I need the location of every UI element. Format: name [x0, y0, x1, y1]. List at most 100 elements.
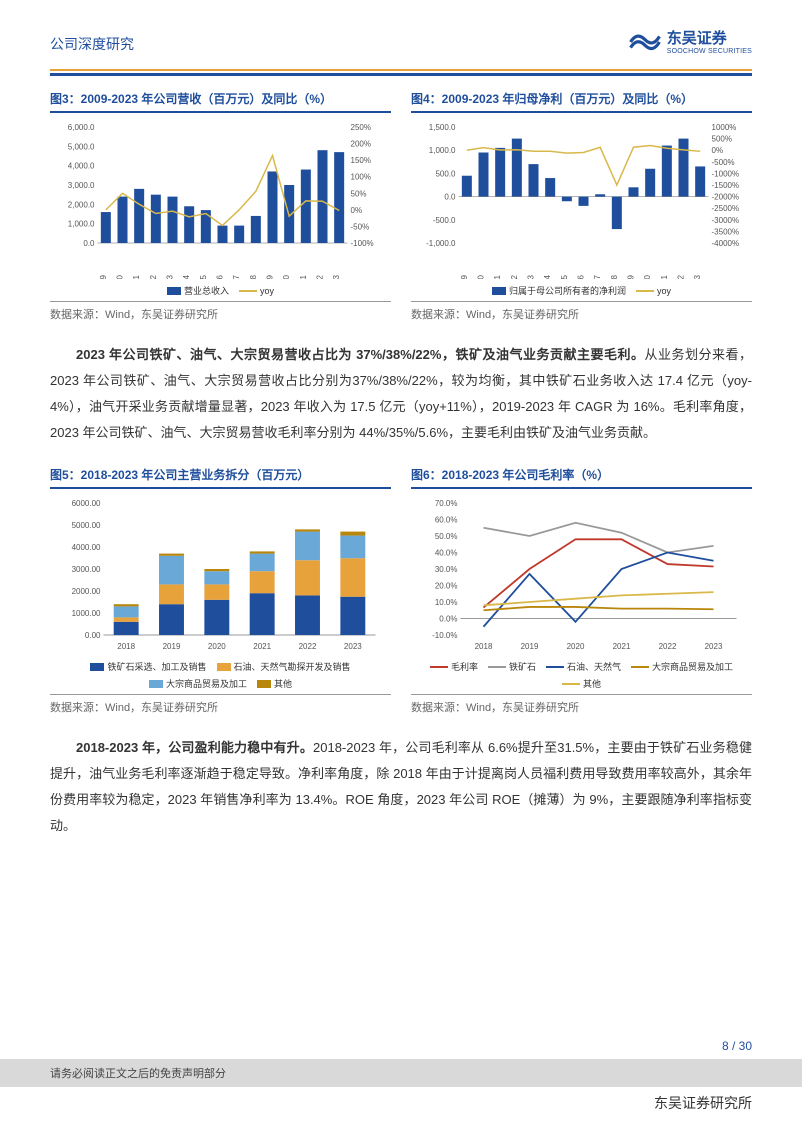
- svg-text:2013: 2013: [166, 274, 175, 279]
- svg-text:2017: 2017: [593, 274, 602, 279]
- svg-text:2011: 2011: [132, 274, 141, 279]
- svg-text:2000.00: 2000.00: [72, 587, 101, 596]
- svg-text:60.0%: 60.0%: [435, 516, 458, 525]
- legend-item: 其他: [562, 677, 601, 690]
- svg-text:0.00: 0.00: [85, 631, 101, 640]
- svg-text:2020: 2020: [643, 274, 652, 279]
- svg-text:1,000.0: 1,000.0: [68, 220, 95, 229]
- svg-text:2019: 2019: [163, 642, 181, 651]
- svg-text:2,000.0: 2,000.0: [68, 200, 95, 209]
- divider-blue: [50, 73, 752, 76]
- svg-text:-4000%: -4000%: [712, 239, 740, 248]
- page-footer: 8 / 30 请务必阅读正文之后的免责声明部分 东吴证券研究所: [0, 1039, 802, 1133]
- svg-text:2016: 2016: [577, 274, 586, 279]
- svg-text:-100%: -100%: [351, 239, 374, 248]
- svg-text:2020: 2020: [567, 642, 585, 651]
- svg-text:2009: 2009: [460, 274, 469, 279]
- svg-text:2014: 2014: [182, 274, 191, 279]
- legend-item: yoy: [636, 284, 671, 297]
- chart6-source: 数据来源：Wind，东吴证券研究所: [411, 694, 752, 715]
- svg-text:10.0%: 10.0%: [435, 598, 458, 607]
- brand-logo: 东吴证券 SOOCHOW SECURITIES: [629, 30, 752, 57]
- svg-text:-3000%: -3000%: [712, 216, 740, 225]
- svg-text:4,000.0: 4,000.0: [68, 162, 95, 171]
- chart6-title: 图6：2018-2023 年公司毛利率（%）: [411, 466, 752, 489]
- svg-text:3,000.0: 3,000.0: [68, 181, 95, 190]
- chart3-title: 图3：2009-2023 年公司营收（百万元）及同比（%）: [50, 90, 391, 113]
- legend-item: 营业总收入: [167, 284, 229, 297]
- legend-item: 归属于母公司所有者的净利润: [492, 284, 626, 297]
- svg-text:2019: 2019: [521, 642, 539, 651]
- svg-text:1000.00: 1000.00: [72, 609, 101, 618]
- svg-text:0.0: 0.0: [83, 239, 95, 248]
- svg-text:1,000.0: 1,000.0: [429, 146, 456, 155]
- svg-text:2019: 2019: [627, 274, 636, 279]
- chart4-block: 图4：2009-2023 年归母净利（百万元）及同比（%） -1,000.0-5…: [411, 90, 752, 322]
- svg-text:2023: 2023: [344, 642, 362, 651]
- svg-text:2022: 2022: [316, 274, 325, 279]
- legend-item: 大宗商品贸易及加工: [149, 677, 247, 690]
- svg-text:2018: 2018: [475, 642, 493, 651]
- svg-text:-1000%: -1000%: [712, 169, 740, 178]
- svg-text:-500%: -500%: [712, 158, 735, 167]
- legend-item: 石油、天然气勘探开发及销售: [217, 660, 351, 673]
- legend-item: 毛利率: [430, 660, 478, 673]
- svg-text:2018: 2018: [249, 274, 258, 279]
- svg-text:2009: 2009: [99, 274, 108, 279]
- svg-text:2021: 2021: [613, 642, 631, 651]
- svg-text:0%: 0%: [712, 146, 724, 155]
- chart4-legend: 归属于母公司所有者的净利润 yoy: [411, 284, 752, 297]
- svg-text:2020: 2020: [282, 274, 291, 279]
- svg-text:2023: 2023: [693, 274, 702, 279]
- svg-text:6000.00: 6000.00: [72, 499, 101, 508]
- chart3-source: 数据来源：Wind，东吴证券研究所: [50, 301, 391, 322]
- svg-text:-50%: -50%: [351, 222, 370, 231]
- svg-text:2015: 2015: [560, 274, 569, 279]
- svg-text:2019: 2019: [266, 274, 275, 279]
- svg-text:2022: 2022: [659, 642, 677, 651]
- logo-en: SOOCHOW SECURITIES: [667, 48, 752, 56]
- header-title: 公司深度研究: [50, 34, 134, 54]
- svg-text:1000%: 1000%: [712, 123, 737, 132]
- svg-text:5000.00: 5000.00: [72, 521, 101, 530]
- page-header: 公司深度研究 东吴证券 SOOCHOW SECURITIES: [50, 30, 752, 57]
- chart3-block: 图3：2009-2023 年公司营收（百万元）及同比（%） 0.0 1,000.0…: [50, 90, 391, 322]
- svg-text:40.0%: 40.0%: [435, 549, 458, 558]
- svg-text:2014: 2014: [543, 274, 552, 279]
- svg-text:2020: 2020: [208, 642, 226, 651]
- svg-text:50.0%: 50.0%: [435, 532, 458, 541]
- svg-text:70.0%: 70.0%: [435, 499, 458, 508]
- svg-text:2015: 2015: [199, 274, 208, 279]
- svg-text:2021: 2021: [253, 642, 271, 651]
- svg-text:2021: 2021: [660, 274, 669, 279]
- svg-text:2018: 2018: [610, 274, 619, 279]
- svg-text:2016: 2016: [216, 274, 225, 279]
- chart3-legend: 营业总收入yoy: [50, 284, 391, 297]
- svg-text:-1500%: -1500%: [712, 181, 740, 190]
- chart5-legend: 铁矿石采选、加工及销售石油、天然气勘探开发及销售大宗商品贸易及加工其他: [50, 660, 391, 690]
- svg-text:2012: 2012: [510, 274, 519, 279]
- divider-orange: [50, 69, 752, 71]
- chart4-svg: -1,000.0-500.00.0500.01,000.01,500.0-400…: [411, 119, 752, 279]
- paragraph-2: 2018-2023 年，公司盈利能力稳中有升。2018-2023 年，公司毛利率…: [50, 735, 752, 839]
- svg-text:500.0: 500.0: [435, 169, 456, 178]
- logo-icon: [629, 30, 661, 57]
- svg-text:6,000.0: 6,000.0: [68, 123, 95, 132]
- chart3-svg: 0.0 1,000.0 2,000.0 3,000.0 4,000.0 5,000.0 6,…: [50, 119, 391, 279]
- chart5-block: 图5：2018-2023 年公司主营业务拆分（百万元） 0.001000.002…: [50, 466, 391, 715]
- svg-text:2010: 2010: [116, 274, 125, 279]
- svg-text:5,000.0: 5,000.0: [68, 142, 95, 151]
- footer-brand: 东吴证券研究所: [0, 1087, 802, 1133]
- svg-text:2022: 2022: [299, 642, 317, 651]
- svg-text:20.0%: 20.0%: [435, 582, 458, 591]
- svg-text:-1,000.0: -1,000.0: [426, 239, 456, 248]
- legend-item: 铁矿石采选、加工及销售: [90, 660, 206, 673]
- svg-text:-2500%: -2500%: [712, 204, 740, 213]
- svg-text:-3500%: -3500%: [712, 227, 740, 236]
- chart5-source: 数据来源：Wind，东吴证券研究所: [50, 694, 391, 715]
- paragraph-1: 2023 年公司铁矿、油气、大宗贸易营收占比为 37%/38%/22%，铁矿及油…: [50, 342, 752, 446]
- legend-item: 铁矿石: [488, 660, 536, 673]
- legend-item: 大宗商品贸易及加工: [631, 660, 733, 673]
- svg-text:2013: 2013: [527, 274, 536, 279]
- svg-text:0%: 0%: [351, 206, 363, 215]
